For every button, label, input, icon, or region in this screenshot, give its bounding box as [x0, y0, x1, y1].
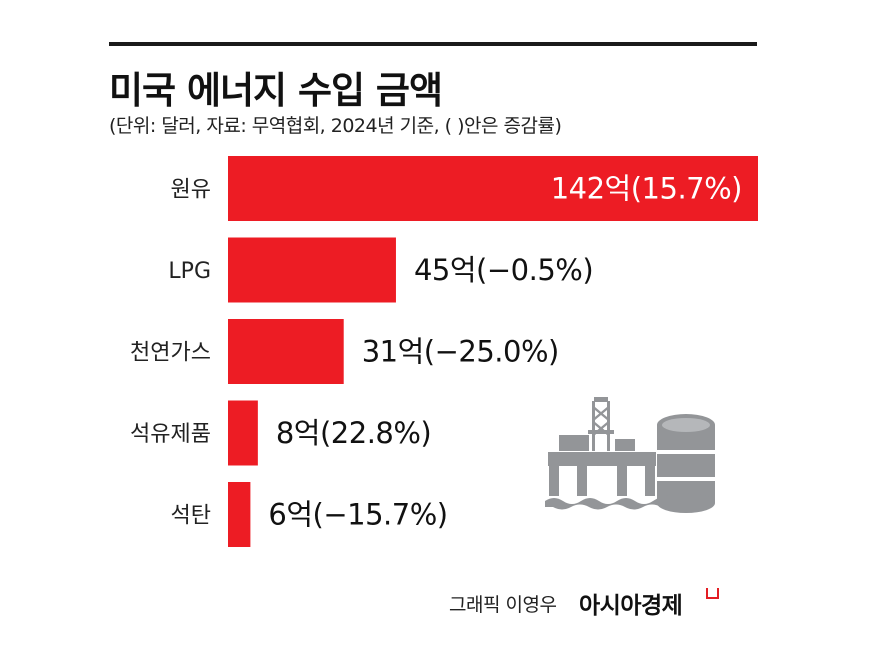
- category-label: LPG: [168, 259, 211, 284]
- oil-barrel-icon: [657, 414, 715, 513]
- bar-3: [228, 400, 258, 466]
- value-label: 142억(15.7%): [551, 172, 742, 206]
- value-label: 31억(−25.0%): [362, 335, 559, 369]
- value-label: 8억(22.8%): [276, 416, 431, 450]
- energy-illustration: [545, 395, 725, 515]
- bar-1: [228, 237, 396, 303]
- category-label: 석유제품: [130, 422, 211, 447]
- category-label: 석탄: [171, 504, 211, 529]
- value-label: 6억(−15.7%): [268, 498, 447, 532]
- bar-4: [228, 482, 251, 547]
- brand-logo: 아시아경제: [579, 593, 683, 619]
- graphic-credit: 그래픽 이영우: [449, 594, 557, 616]
- top-rule: [109, 42, 757, 46]
- chart-subtitle: (단위: 달러, 자료: 무역협회, 2024년 기준, ( )안은 증감률): [109, 115, 562, 137]
- brand-mark-icon: [706, 588, 719, 599]
- bar-0: [228, 156, 758, 221]
- category-label: 천연가스: [130, 341, 211, 366]
- value-label: 45억(−0.5%): [414, 253, 593, 287]
- oil-rig-icon: [545, 397, 662, 510]
- chart-title: 미국 에너지 수입 금액: [109, 69, 443, 112]
- category-label: 원유: [171, 178, 211, 203]
- bar-2: [228, 319, 344, 384]
